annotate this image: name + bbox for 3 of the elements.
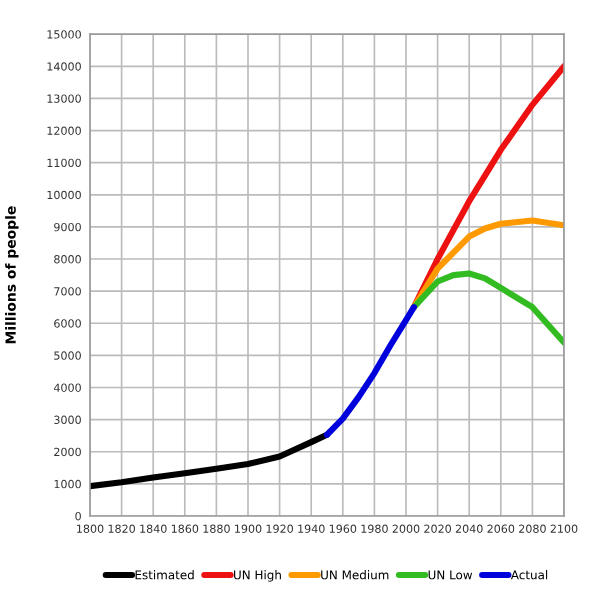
line-series [410,270,564,346]
line-series [323,304,417,438]
line-series [90,431,331,490]
